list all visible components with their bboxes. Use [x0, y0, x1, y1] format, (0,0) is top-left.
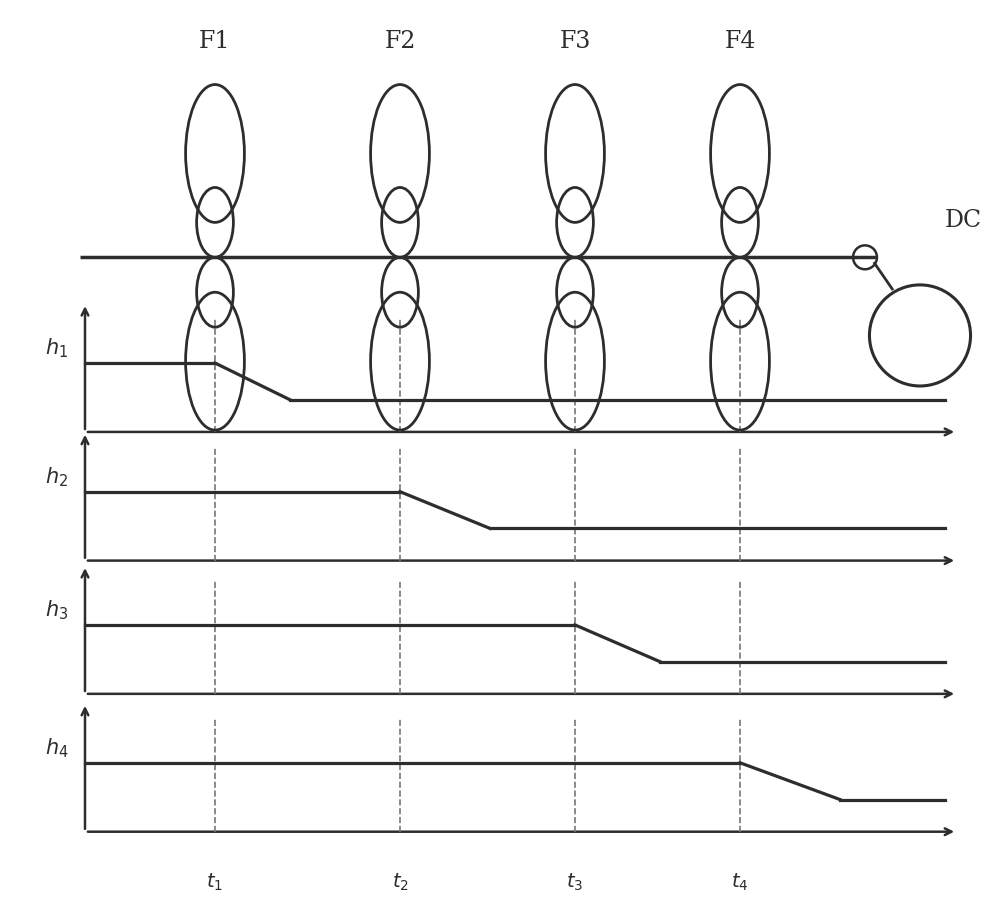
Text: DC: DC: [945, 209, 982, 233]
Text: $h_3$: $h_3$: [45, 598, 69, 622]
Text: F1: F1: [199, 29, 231, 53]
Text: F3: F3: [559, 29, 591, 53]
Text: $h_1$: $h_1$: [45, 336, 69, 360]
Text: F4: F4: [724, 29, 756, 53]
Text: $h_2$: $h_2$: [45, 465, 69, 489]
Text: $t_1$: $t_1$: [206, 871, 224, 893]
Text: F2: F2: [384, 29, 416, 53]
Text: $t_3$: $t_3$: [566, 871, 584, 893]
Text: $h_4$: $h_4$: [45, 736, 69, 760]
Text: $t_2$: $t_2$: [392, 871, 408, 893]
Text: $t_4$: $t_4$: [731, 871, 749, 893]
